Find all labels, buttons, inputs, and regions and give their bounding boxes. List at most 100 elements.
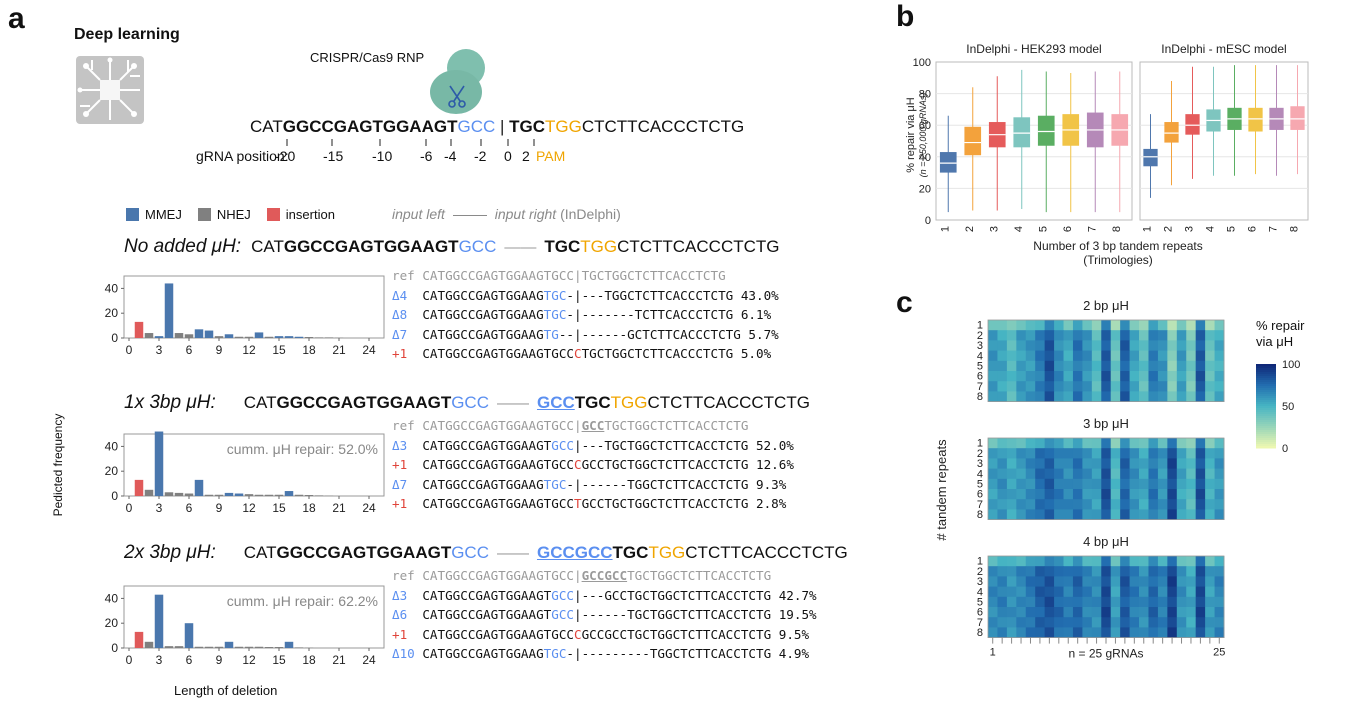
heatmap-cell	[997, 458, 1008, 469]
b-x-tick-label: 1	[1142, 226, 1154, 232]
gRNA-pos-0: -20	[275, 148, 296, 164]
b-x-tick-label: 1	[939, 226, 951, 232]
heatmap-row-label: 7	[977, 499, 983, 511]
ref-label: ref	[392, 568, 423, 583]
alignment-percent: 4.9%	[771, 646, 810, 661]
heatmap-cell	[1176, 478, 1187, 490]
heatmap-cell	[1044, 438, 1055, 449]
heatmap-x-last: 25	[1213, 647, 1225, 659]
heatmap-cell	[997, 320, 1008, 331]
heatmap-cell	[1167, 566, 1178, 577]
heatmap-cell	[1025, 576, 1036, 587]
c-ylabel: # tandem repeats	[936, 439, 949, 541]
heatmap-cell	[1082, 330, 1093, 341]
x-tick-label: 18	[302, 343, 316, 357]
heatmap-cell	[1110, 381, 1121, 392]
heatmap-cell	[1205, 381, 1215, 392]
b-x-tick-label: 8	[1289, 226, 1301, 232]
heatmap-cell	[1063, 499, 1074, 510]
heatmap-cell	[988, 330, 998, 341]
alignment-percent: 5.7%	[740, 326, 779, 342]
heatmap-cell	[1006, 391, 1017, 402]
heatmap-cell	[1176, 566, 1187, 577]
heatmap-cell	[1157, 340, 1168, 351]
heatmap-cell	[1044, 340, 1055, 351]
heatmap-cell	[988, 627, 998, 638]
heatmap-cell	[997, 391, 1008, 402]
heatmap-cell	[1054, 617, 1064, 628]
heatmap-cell	[1025, 617, 1036, 628]
b-x-tick-label: 7	[1086, 226, 1098, 232]
heatmap-cell	[1072, 617, 1083, 628]
b-x-tick-label: 5	[1037, 226, 1049, 232]
heatmap-cell	[1016, 458, 1027, 469]
heatmap-cell	[1101, 617, 1112, 628]
heatmap-cell	[1110, 499, 1121, 510]
heatmap-cell	[1063, 509, 1074, 520]
b-ylabel: % repair via μH	[905, 97, 917, 172]
heatmap-row-label: 4	[977, 468, 983, 480]
heatmap-cell	[1205, 438, 1215, 449]
cumm-repair-label: cumm. μH repair: 62.2%	[227, 593, 378, 609]
heatmap-cell	[1176, 371, 1187, 382]
heatmap-cell	[988, 586, 998, 598]
heatmap-cell	[1186, 330, 1197, 341]
heatmap-cell	[1195, 489, 1206, 500]
alignment-label: Δ10	[392, 646, 423, 661]
deletion-chart-2: 0 20 40 0 3 6 9 12 15 18 21 24 cumm. μH repair: 52.0…	[105, 431, 385, 515]
heatmap-cell	[1082, 391, 1093, 402]
heatmap-cell	[1186, 596, 1197, 608]
heatmap-cell	[1006, 340, 1017, 351]
heatmap-cell	[1091, 350, 1102, 362]
heatmap-cell	[1205, 489, 1215, 500]
bar-mmej	[254, 332, 264, 338]
heatmap-cell	[1139, 617, 1149, 628]
gRNA-pos-3: -6	[420, 148, 433, 164]
heatmap-cell	[1186, 350, 1197, 362]
heatmap-cell	[1044, 556, 1055, 567]
alignment-label: Δ8	[392, 307, 423, 322]
box-body	[1248, 107, 1263, 132]
bar-mmej	[194, 329, 204, 338]
heatmap-cell	[1025, 586, 1036, 598]
heatmap-cell	[988, 320, 998, 331]
alignment-seq-right: |---TGCTGGCTCTTCACCTCTG	[574, 437, 749, 453]
heatmap-cell	[1035, 617, 1046, 628]
row3-seq-right: GCCGCCTGCTGGCTCTTCACCCTCTG	[536, 543, 848, 562]
heatmap-row-label: 8	[977, 627, 983, 639]
b-ylabel-n: (n = 250,000 gRNAs)	[918, 93, 928, 178]
heatmap-cell	[1110, 509, 1121, 520]
heatmap-cell	[1035, 627, 1046, 638]
heatmap-cell	[1139, 448, 1149, 459]
heatmap-cell	[1054, 438, 1064, 449]
heatmap-cell	[1072, 576, 1083, 587]
heatmap-cell	[1025, 556, 1036, 567]
heatmap-row-label: 3	[977, 340, 983, 352]
heatmap-cell	[1186, 627, 1197, 638]
heatmap-cell	[988, 468, 998, 480]
bar-nhej	[194, 646, 204, 648]
heatmap-cell	[1035, 576, 1046, 587]
heatmap-row-label: 6	[977, 371, 983, 383]
heatmap-cell	[1006, 478, 1017, 490]
colorbar-step	[1256, 376, 1276, 379]
heatmap-cell	[1072, 509, 1083, 520]
heatmap-cell	[1110, 617, 1121, 628]
x-tick-label: 0	[126, 653, 133, 667]
heatmap-cell	[1110, 478, 1121, 490]
heatmap-cell	[1054, 489, 1064, 500]
heatmap-cell	[1195, 458, 1206, 469]
heatmap-cell	[988, 458, 998, 469]
heatmap-cell	[1082, 607, 1093, 618]
heatmap-cell	[988, 350, 998, 362]
row1-seq-left: CATGGCCGAGTGGAAGTGCC	[251, 237, 497, 256]
legend-label-nhej: NHEJ	[216, 207, 251, 222]
heatmap-cell	[1167, 586, 1178, 598]
alignment-label: Δ6	[392, 607, 423, 622]
heatmap-cell	[1214, 586, 1225, 598]
alignment-gap: -	[566, 287, 575, 303]
heatmap-cell	[997, 596, 1008, 608]
heatmap-cell	[1006, 607, 1017, 618]
alignment-inserted-base: T	[574, 496, 582, 511]
alignment-percent: 6.1%	[733, 307, 772, 322]
